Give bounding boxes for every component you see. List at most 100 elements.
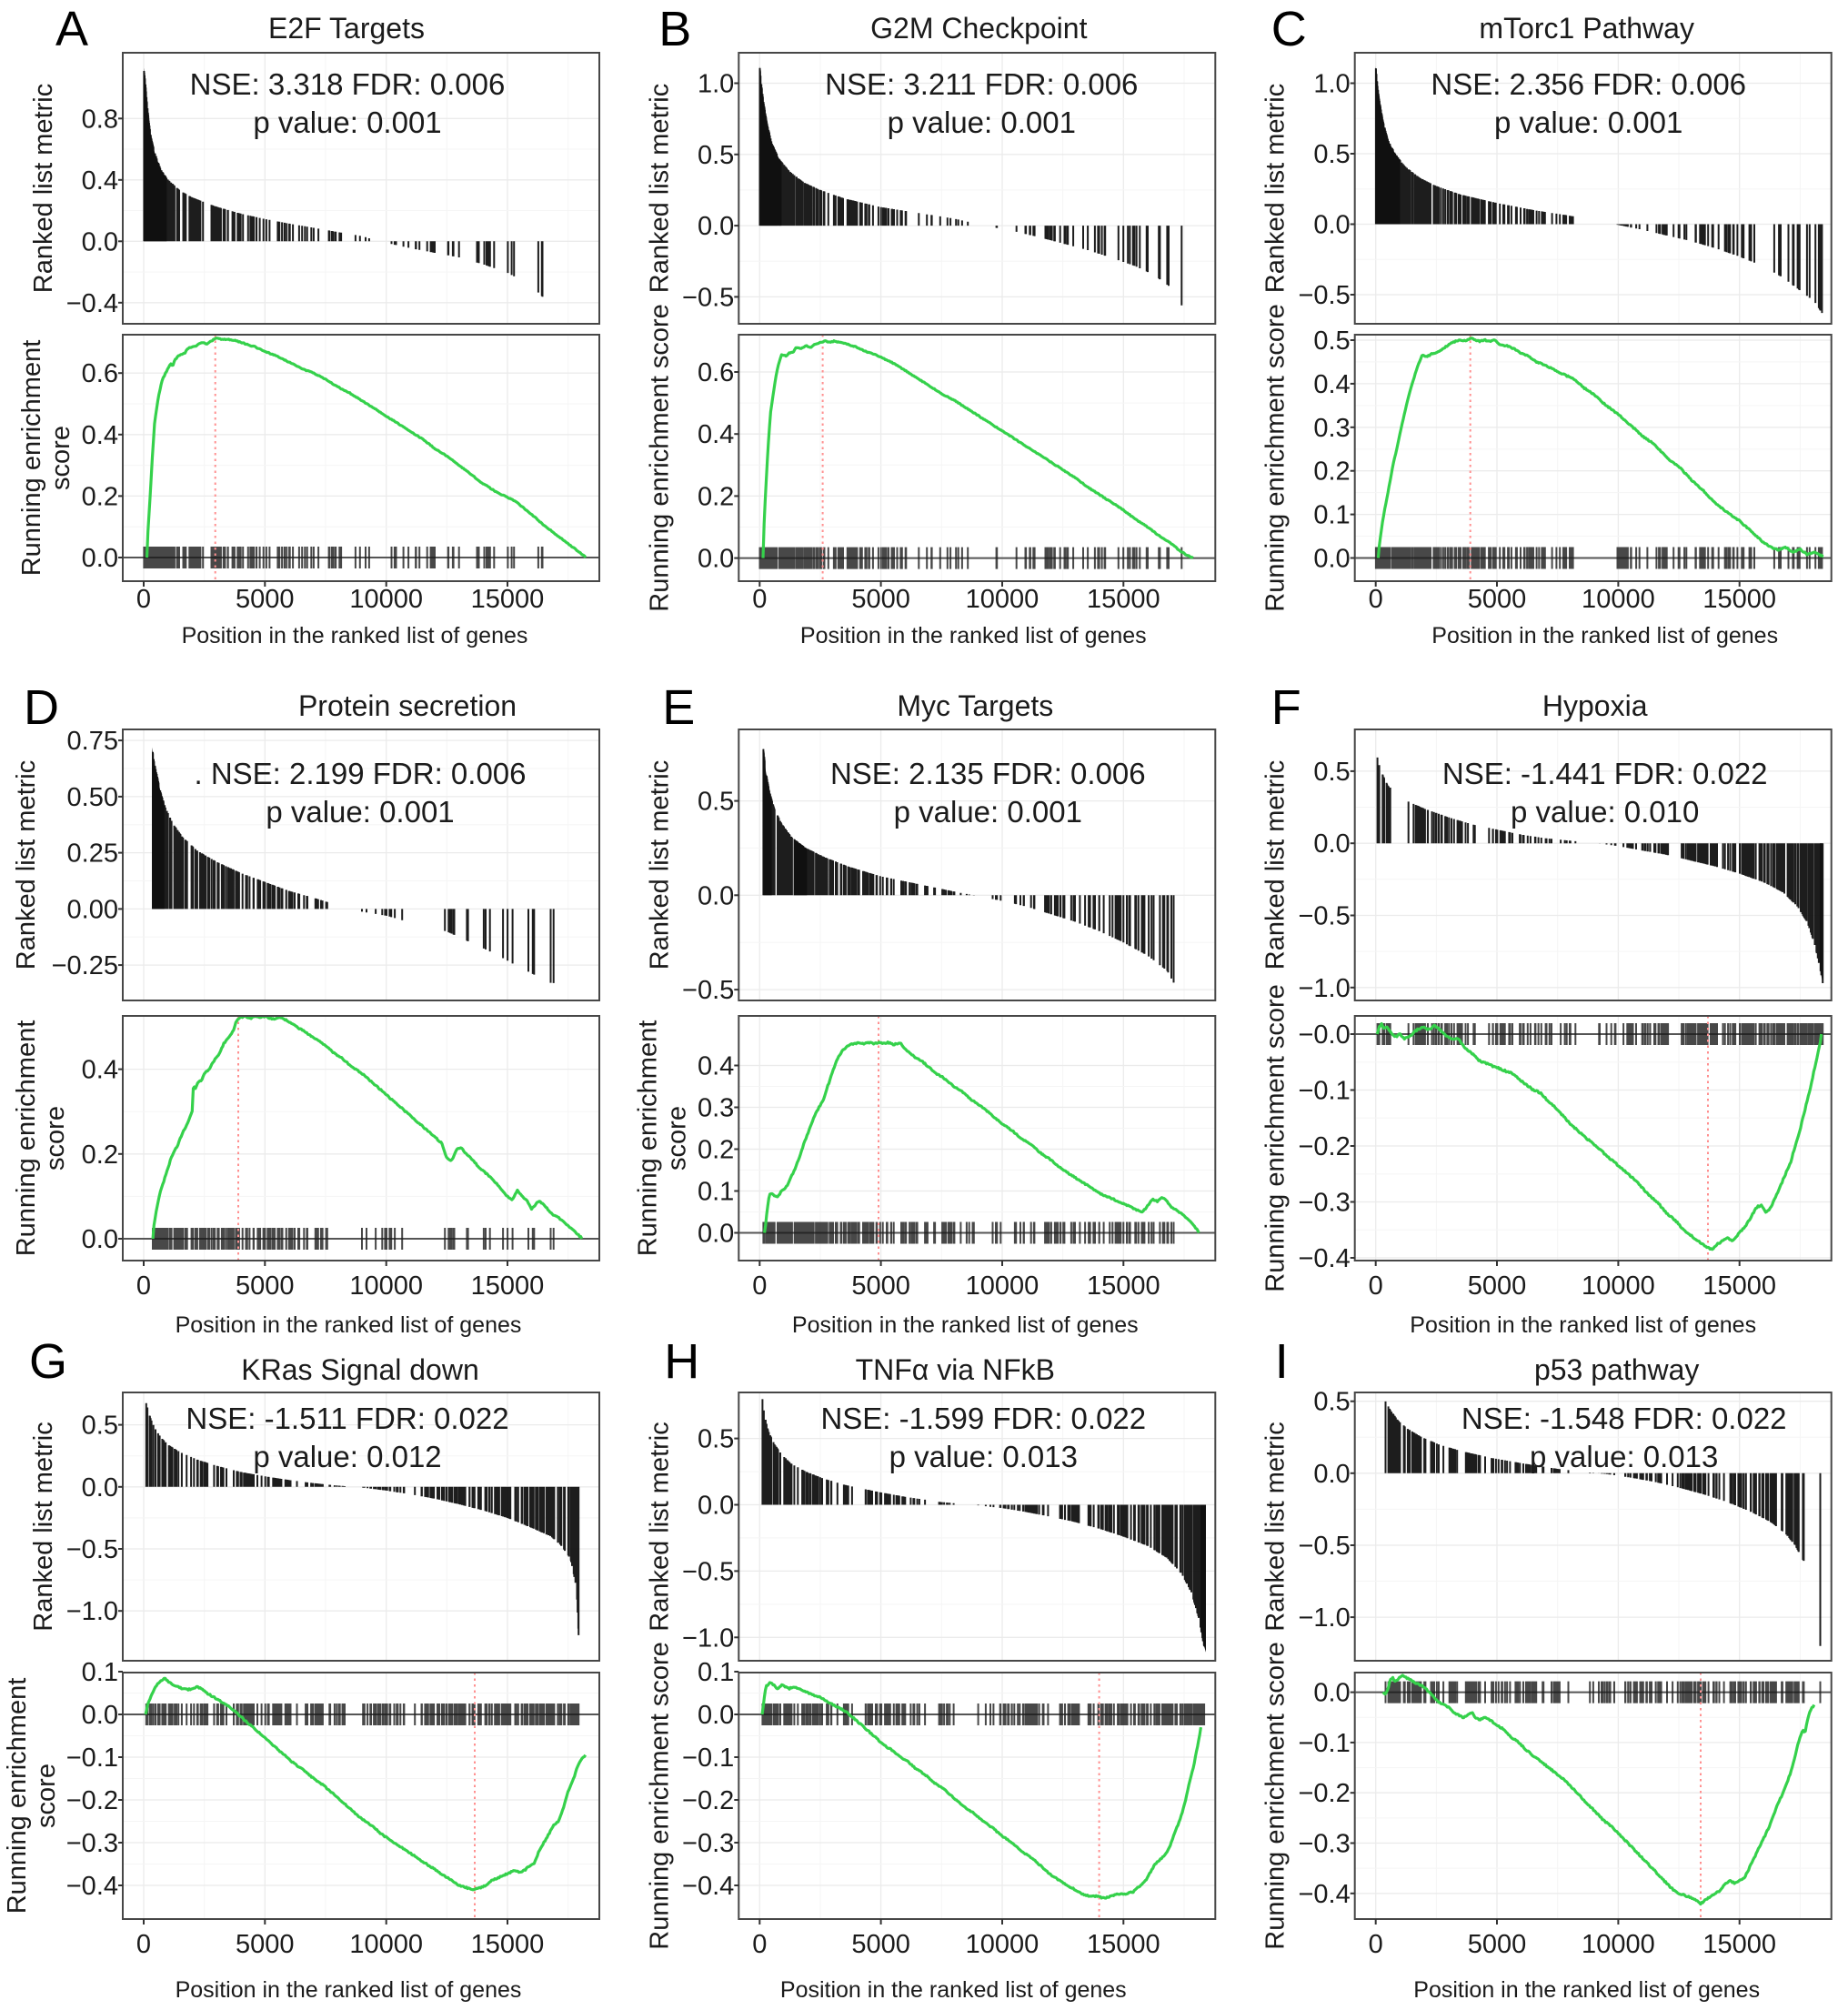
svg-text:−0.4: −0.4 [1298, 1880, 1350, 1909]
svg-text:0.1: 0.1 [1313, 501, 1350, 530]
svg-text:15000: 15000 [1087, 585, 1160, 614]
svg-text:Running enrichment score: Running enrichment score [1261, 304, 1291, 612]
svg-text:10000: 10000 [349, 1930, 423, 1959]
svg-text:score: score [46, 426, 75, 490]
svg-text:NSE: 3.318 FDR: 0.006: NSE: 3.318 FDR: 0.006 [190, 67, 506, 101]
svg-text:p value: 0.001: p value: 0.001 [266, 795, 454, 829]
svg-text:0.0: 0.0 [1313, 1460, 1350, 1489]
svg-text:0.0: 0.0 [1313, 211, 1350, 240]
svg-text:0.4: 0.4 [82, 166, 118, 196]
svg-text:0: 0 [136, 1271, 151, 1301]
svg-text:C: C [1271, 2, 1307, 56]
svg-text:Position in the ranked list of: Position in the ranked list of genes [1410, 1312, 1756, 1338]
svg-text:−0.5: −0.5 [1298, 1532, 1350, 1561]
svg-text:0.5: 0.5 [698, 141, 734, 170]
svg-text:0.4: 0.4 [82, 1056, 118, 1085]
svg-text:p value: 0.001: p value: 0.001 [888, 106, 1076, 139]
svg-text:0.0: 0.0 [82, 544, 118, 573]
svg-text:A: A [55, 2, 88, 56]
svg-text:−1.0: −1.0 [1298, 974, 1350, 1003]
svg-text:0.2: 0.2 [82, 482, 118, 511]
svg-text:D: D [24, 680, 59, 735]
svg-text:0.5: 0.5 [1313, 327, 1350, 356]
svg-text:Running enrichment: Running enrichment [3, 1678, 32, 1915]
svg-text:0.0: 0.0 [698, 1492, 734, 1521]
svg-text:0.0: 0.0 [82, 1701, 118, 1730]
svg-text:−0.4: −0.4 [66, 289, 118, 318]
svg-text:Ranked list metric: Ranked list metric [29, 1422, 58, 1631]
svg-text:0.2: 0.2 [698, 1136, 734, 1165]
svg-text:NSE: 2.135 FDR: 0.006: NSE: 2.135 FDR: 0.006 [830, 757, 1146, 790]
svg-text:0.4: 0.4 [698, 420, 734, 449]
svg-text:5000: 5000 [236, 1271, 295, 1301]
svg-text:0.75: 0.75 [67, 727, 118, 756]
svg-text:Position in the ranked list of: Position in the ranked list of genes [1431, 623, 1778, 648]
svg-text:−0.1: −0.1 [66, 1744, 118, 1773]
svg-text:−0.2: −0.2 [66, 1786, 118, 1815]
svg-text:−1.0: −1.0 [66, 1597, 118, 1626]
svg-text:0.00: 0.00 [67, 895, 118, 924]
svg-text:G2M Checkpoint: G2M Checkpoint [870, 12, 1087, 45]
svg-text:0.0: 0.0 [698, 1701, 734, 1730]
svg-text:B: B [658, 2, 691, 56]
svg-text:10000: 10000 [349, 1271, 423, 1301]
svg-text:−1.0: −1.0 [682, 1623, 734, 1653]
svg-text:NSE: 2.356 FDR: 0.006: NSE: 2.356 FDR: 0.006 [1431, 67, 1746, 101]
svg-text:Running enrichment score: Running enrichment score [1261, 1642, 1291, 1950]
svg-text:0.5: 0.5 [1313, 140, 1350, 169]
svg-text:Ranked list metric: Ranked list metric [1261, 84, 1291, 293]
svg-text:0.0: 0.0 [698, 1220, 734, 1249]
svg-text:15000: 15000 [1087, 1930, 1160, 1959]
svg-text:p53 pathway: p53 pathway [1534, 1353, 1699, 1386]
svg-text:5000: 5000 [851, 1271, 910, 1301]
svg-text:−0.4: −0.4 [1298, 1244, 1350, 1273]
svg-text:0: 0 [136, 1930, 151, 1959]
svg-text:Ranked list metric: Ranked list metric [1261, 1422, 1291, 1631]
svg-text:p value: 0.010: p value: 0.010 [1511, 795, 1699, 829]
svg-text:score: score [41, 1106, 70, 1171]
svg-text:0.0: 0.0 [698, 212, 734, 241]
svg-text:0: 0 [752, 1271, 767, 1301]
svg-text:. NSE: 2.199 FDR: 0.006: . NSE: 2.199 FDR: 0.006 [194, 757, 526, 790]
svg-text:NSE: -1.548 FDR: 0.022: NSE: -1.548 FDR: 0.022 [1461, 1402, 1787, 1435]
svg-text:p value: 0.001: p value: 0.001 [253, 106, 441, 139]
svg-text:−0.5: −0.5 [66, 1535, 118, 1564]
svg-text:p value: 0.001: p value: 0.001 [894, 795, 1082, 829]
svg-text:15000: 15000 [1702, 585, 1776, 614]
svg-text:5000: 5000 [236, 585, 295, 614]
svg-text:Running enrichment score: Running enrichment score [645, 304, 674, 612]
svg-text:Myc Targets: Myc Targets [897, 689, 1053, 722]
svg-text:NSE: -1.511 FDR: 0.022: NSE: -1.511 FDR: 0.022 [186, 1402, 508, 1435]
svg-text:NSE: -1.441 FDR: 0.022: NSE: -1.441 FDR: 0.022 [1442, 757, 1768, 790]
svg-text:0: 0 [1369, 1271, 1383, 1301]
svg-text:−1.0: −1.0 [1298, 1603, 1350, 1633]
svg-text:5000: 5000 [1468, 1930, 1527, 1959]
svg-text:10000: 10000 [966, 585, 1040, 614]
svg-text:0.8: 0.8 [82, 105, 118, 134]
svg-text:Running enrichment: Running enrichment [633, 1020, 662, 1257]
svg-text:Protein secretion: Protein secretion [298, 689, 517, 722]
svg-text:−0.3: −0.3 [1298, 1189, 1350, 1218]
svg-text:0.0: 0.0 [1313, 545, 1350, 574]
svg-text:Position in the ranked list of: Position in the ranked list of genes [792, 1312, 1139, 1338]
svg-text:−0.5: −0.5 [682, 1557, 734, 1586]
svg-text:Ranked list metric: Ranked list metric [645, 760, 674, 970]
svg-text:F: F [1271, 680, 1301, 735]
svg-text:0.5: 0.5 [698, 1425, 734, 1454]
svg-text:score: score [32, 1764, 61, 1828]
svg-text:−0.0: −0.0 [1298, 1020, 1350, 1050]
svg-text:Ranked list metric: Ranked list metric [1261, 760, 1291, 970]
svg-text:−0.2: −0.2 [682, 1786, 734, 1815]
svg-text:0: 0 [1369, 1930, 1383, 1959]
svg-text:Ranked list metric: Ranked list metric [29, 84, 58, 293]
svg-text:KRas Signal down: KRas Signal down [241, 1353, 478, 1386]
svg-text:15000: 15000 [471, 1930, 545, 1959]
svg-text:Position in the ranked list of: Position in the ranked list of genes [800, 623, 1147, 648]
svg-text:0.25: 0.25 [67, 839, 118, 869]
svg-text:−0.2: −0.2 [1298, 1779, 1350, 1808]
svg-text:1.0: 1.0 [1313, 70, 1350, 99]
svg-text:Running enrichment: Running enrichment [17, 340, 46, 577]
svg-text:p value: 0.012: p value: 0.012 [253, 1440, 441, 1473]
svg-text:Hypoxia: Hypoxia [1542, 689, 1648, 722]
svg-text:0.5: 0.5 [698, 788, 734, 817]
